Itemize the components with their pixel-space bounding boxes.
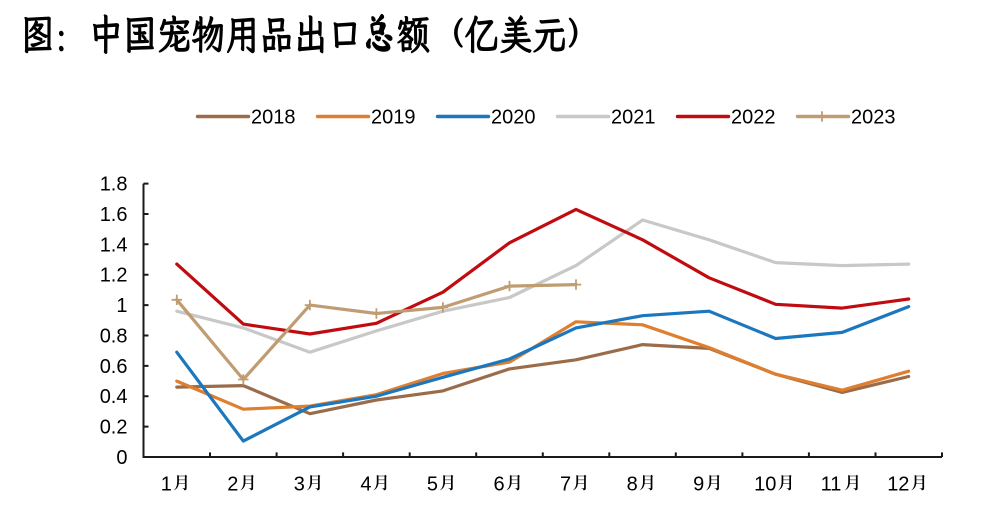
svg-text:0.4: 0.4 — [100, 386, 128, 408]
svg-text:2021: 2021 — [611, 107, 656, 129]
svg-text:2023: 2023 — [851, 107, 896, 129]
svg-text:11: 11 — [821, 474, 842, 496]
svg-text:2020: 2020 — [491, 107, 536, 129]
svg-text:0: 0 — [116, 447, 127, 469]
svg-text:4: 4 — [360, 474, 371, 496]
svg-text:0.8: 0.8 — [100, 326, 128, 348]
svg-text:1: 1 — [161, 474, 172, 496]
svg-text:8: 8 — [627, 474, 638, 496]
svg-text:1.6: 1.6 — [100, 204, 128, 226]
svg-text:2019: 2019 — [371, 107, 416, 129]
svg-text:2022: 2022 — [731, 107, 776, 129]
svg-text:2018: 2018 — [251, 107, 296, 129]
svg-text:12: 12 — [887, 474, 909, 496]
svg-text:1.2: 1.2 — [100, 265, 128, 287]
svg-text:1.8: 1.8 — [100, 174, 128, 196]
svg-text:0.6: 0.6 — [100, 356, 128, 378]
svg-text:0.2: 0.2 — [100, 417, 128, 439]
svg-text:1: 1 — [116, 295, 127, 317]
svg-text:1.4: 1.4 — [100, 234, 128, 256]
svg-text:7: 7 — [560, 474, 571, 496]
svg-text:6: 6 — [494, 474, 505, 496]
svg-text:9: 9 — [693, 474, 704, 496]
svg-text:10: 10 — [754, 474, 776, 496]
svg-text:5: 5 — [427, 474, 438, 496]
svg-text:3: 3 — [294, 474, 305, 496]
svg-text:2: 2 — [227, 474, 238, 496]
